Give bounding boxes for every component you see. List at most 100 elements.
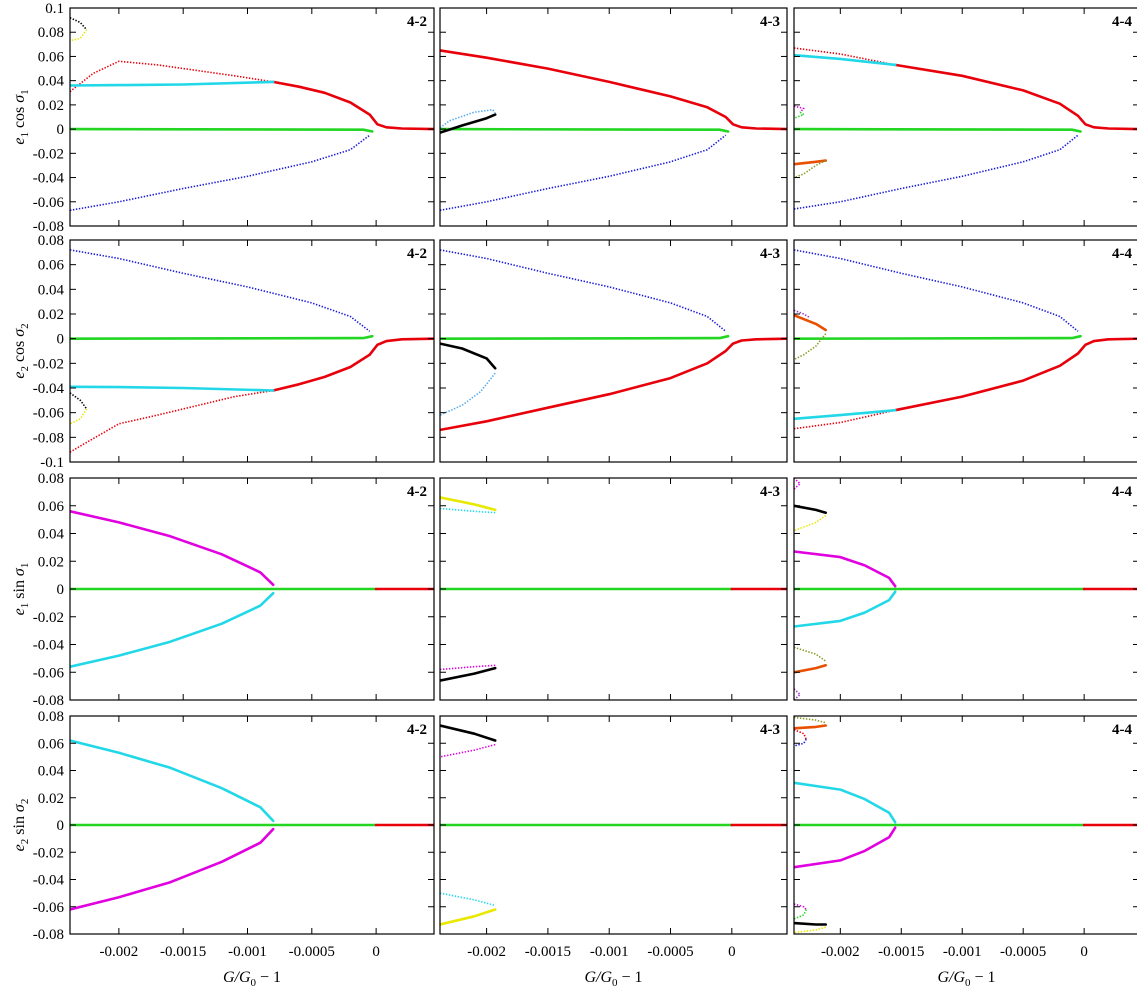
y-tick-label: 0.04 (38, 527, 65, 543)
series-group (70, 509, 434, 669)
series-olive-dotted (794, 716, 826, 724)
y-tick-label: -0.08 (33, 219, 64, 235)
series-group (794, 249, 1137, 430)
series-group (794, 47, 1137, 210)
series-red-dotted (70, 389, 274, 453)
y-tick-label: 0 (57, 332, 65, 348)
panel-4-4-row-2: 4-4 (793, 239, 1137, 463)
series-cyan-dotted (440, 507, 496, 514)
panel-label: 4-4 (1112, 246, 1132, 262)
series-green-solid (70, 127, 374, 133)
series-green-dotted (794, 111, 805, 119)
panel-label: 4-2 (407, 246, 427, 262)
series-purple-dotted (794, 688, 801, 700)
panel-label: 4-2 (407, 14, 427, 30)
y-tick-label: 0.04 (38, 282, 65, 298)
y-tick-label: 0.02 (38, 791, 64, 807)
series-group (440, 49, 787, 212)
series-red-dotted (70, 60, 274, 93)
y-tick-label: 0.06 (38, 258, 65, 274)
y-tick-label: 0 (57, 818, 65, 834)
series-magenta-dotted (794, 478, 801, 490)
series-green-solid (440, 127, 730, 133)
x-tick-label: 0 (1080, 944, 1088, 960)
series-group (794, 716, 1137, 934)
panel-4-3-row-3: 4-3 (439, 477, 788, 701)
series-group (70, 249, 434, 453)
panel-frame (793, 7, 1137, 227)
panel-label: 4-4 (1112, 484, 1132, 500)
series-yellow-dotted (794, 926, 826, 934)
y-tick-label: -0.06 (33, 900, 65, 916)
series-red-dotted (794, 47, 896, 66)
panel-label: 4-3 (760, 246, 780, 262)
y-axis-label: e1 cos σ1 (11, 89, 31, 144)
y-tick-label: 0.04 (38, 74, 65, 90)
panel-4-4-row-3: 4-4 (793, 477, 1137, 701)
series-blue-dotted (440, 134, 727, 212)
panel-4-4-row-4: -0.002 -0.0015 -0.001 -0.0005 0 4-4 G/G0 − 1 (793, 715, 1137, 989)
y-tick-label: -0.08 (33, 430, 64, 446)
x-tick-label: -0.0015 (878, 944, 924, 960)
series-group (794, 478, 1137, 700)
y-tick-label: -0.08 (33, 927, 64, 943)
y-tick-label: 0.02 (38, 98, 64, 114)
series-red-solid (893, 63, 1137, 131)
x-tick-label: -0.001 (590, 944, 629, 960)
y-tick-label: -0.04 (33, 638, 65, 654)
series-blue-dotted (794, 738, 807, 747)
panel-4-3-row-2: 4-3 (439, 239, 788, 463)
series-magenta-solid (70, 509, 275, 587)
series-black-dotted (70, 16, 88, 31)
series-black-solid (440, 342, 497, 370)
panel-4-2-row-3: -0.08 -0.06 -0.04 -0.02 0 0.02 0.04 0.06 0.08 4-2 (33, 471, 435, 709)
series-cyan-solid (70, 739, 275, 823)
x-axis-label: G/G0 − 1 (937, 969, 995, 989)
y-tick-label: -0.02 (33, 146, 64, 162)
series-blue-dotted (794, 249, 1079, 332)
series-blue-dotted (70, 134, 371, 212)
y-tick-label: 0.02 (38, 307, 64, 323)
series-olive-dotted (794, 646, 827, 662)
panel-4-4-row-1: 4-4 (793, 7, 1137, 227)
x-tick-label: -0.0005 (647, 944, 693, 960)
series-group (440, 724, 787, 926)
y-tick-label: -0.02 (33, 610, 64, 626)
series-olive-dotted (794, 333, 827, 361)
panel-4-2-row-4: -0.08 -0.06 -0.04 -0.02 0 0.02 0.04 0.06 0.08 -0.… (33, 709, 435, 989)
y-axis-label: e2 cos σ2 (11, 323, 31, 378)
panel-label: 4-2 (407, 722, 427, 738)
series-yellow-solid (440, 908, 497, 926)
series-group (70, 739, 434, 911)
y-tick-label: 0 (57, 582, 65, 598)
series-cyan-solid (794, 590, 897, 628)
panel-4-3-row-4: -0.002 -0.0015 -0.001 -0.0005 0 4-3 G/G0 − 1 (439, 715, 788, 989)
y-tick-label: 0.08 (38, 709, 64, 725)
y-tick-label: -0.04 (33, 873, 65, 889)
series-cyan-solid (794, 781, 897, 824)
series-blue-dotted (794, 134, 1079, 210)
series-green-solid (440, 334, 730, 341)
y-tick-label: -0.04 (33, 381, 65, 397)
y-tick-label: 0.04 (38, 764, 65, 780)
x-tick-label: -0.002 (100, 944, 139, 960)
series-black-solid (440, 113, 497, 134)
panel-label: 4-3 (760, 484, 780, 500)
y-tick-label: 0.1 (45, 1, 64, 17)
y-axis-label: e1 sin σ1 (11, 563, 31, 616)
series-red-solid (893, 337, 1137, 412)
series-black-solid (794, 504, 828, 515)
x-tick-label: -0.002 (467, 944, 506, 960)
series-group (440, 249, 787, 432)
y-tick-label: -0.08 (33, 693, 64, 709)
series-yellow-dotted (70, 408, 88, 425)
series-green-solid (794, 127, 1082, 133)
series-cyan-solid (70, 385, 275, 392)
y-tick-label: 0.06 (38, 499, 65, 515)
series-cyan-dotted (440, 892, 496, 907)
series-blue-dotted (440, 249, 727, 332)
series-black-solid (440, 666, 497, 682)
y-tick-label: -0.06 (33, 665, 65, 681)
y-tick-label: -0.02 (33, 845, 64, 861)
x-tick-label: 0 (372, 944, 380, 960)
